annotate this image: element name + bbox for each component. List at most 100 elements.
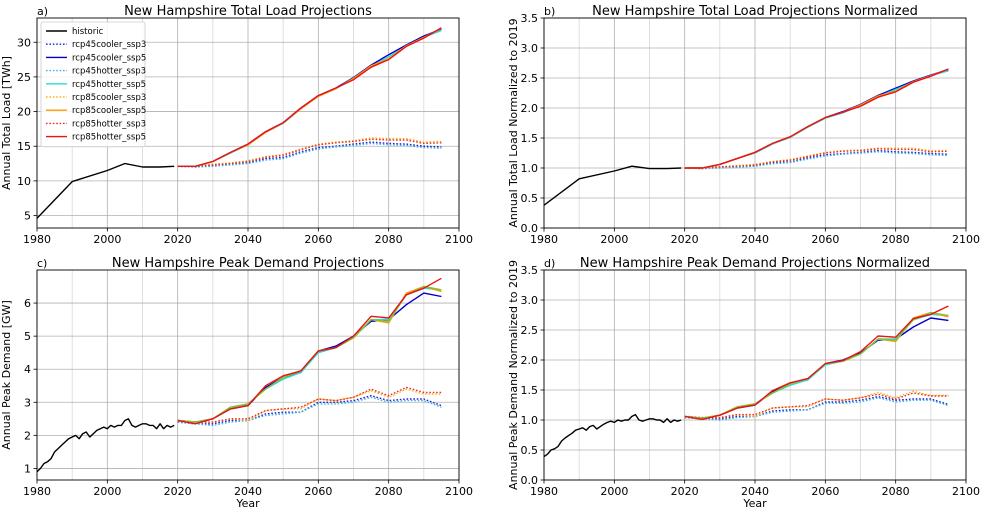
series-line-rcp45hotter_ssp3 — [177, 142, 442, 168]
series-line-rcp85hotter_ssp5 — [684, 305, 949, 421]
legend-label: rcp85cooler_ssp3 — [72, 93, 146, 103]
legend-item-historic: historic — [46, 27, 104, 37]
y-tick-label: 20 — [17, 106, 31, 119]
y-tick-label: 1 — [24, 462, 31, 475]
y-tick-label: 3 — [24, 396, 31, 409]
series-group — [37, 27, 442, 219]
y-tick-label: 10 — [17, 175, 31, 188]
series-line-rcp45hotter_ssp3 — [684, 397, 949, 421]
series-line-historic — [544, 165, 682, 206]
panel-title: New Hampshire Peak Demand Projections — [112, 256, 385, 271]
y-tick-label: 1.5 — [521, 384, 539, 397]
series-line-rcp85hotter_ssp5 — [684, 68, 949, 169]
x-tick-label: 2060 — [811, 233, 839, 246]
series-line-rcp85hotter_ssp5 — [177, 27, 442, 168]
y-tick-label: 25 — [17, 71, 31, 84]
legend-label: rcp45cooler_ssp3 — [72, 40, 146, 50]
x-tick-label: 2000 — [600, 485, 628, 498]
legend-item-rcp85hotter_ssp3: rcp85hotter_ssp3 — [46, 119, 146, 129]
y-tick-label: 1.0 — [521, 162, 539, 175]
y-tick-label: 0.0 — [521, 222, 539, 235]
series-line-rcp45cooler_ssp3 — [177, 395, 442, 425]
series-group — [37, 277, 442, 473]
legend-item-rcp85cooler_ssp5: rcp85cooler_ssp5 — [46, 106, 146, 116]
x-tick-label: 2080 — [882, 485, 910, 498]
legend-item-rcp85cooler_ssp3: rcp85cooler_ssp3 — [46, 93, 146, 103]
series-line-rcp45cooler_ssp5 — [684, 317, 949, 419]
legend: historic rcp45cooler_ssp3 rcp45cooler_ssp5… — [40, 21, 146, 148]
legend-label: rcp45hotter_ssp3 — [72, 67, 146, 77]
y-tick-label: 2.0 — [521, 102, 539, 115]
x-tick-label: 2020 — [671, 485, 699, 498]
panel-title: New Hampshire Peak Demand Projections No… — [580, 256, 930, 271]
x-tick-label: 2000 — [93, 233, 121, 246]
panel-letter: b) — [544, 5, 555, 18]
y-tick-label: 0.0 — [521, 474, 539, 487]
panel-c: 1980 2000 2020 2040 2060 2080 2100 1 2 3 4 5 6 New Ha… — [0, 256, 473, 510]
y-axis-label: Annual Total Load [TWh] — [0, 56, 13, 190]
grid-lines — [543, 269, 967, 481]
y-tick-label: 2.0 — [521, 354, 539, 367]
series-line-rcp85hotter_ssp3 — [177, 386, 442, 423]
series-line-historic — [544, 413, 682, 458]
panel-letter: d) — [544, 257, 555, 270]
series-line-rcp45hotter_ssp3 — [684, 151, 949, 170]
y-tick-label: 0.5 — [521, 444, 539, 457]
x-tick-label: 2040 — [741, 485, 769, 498]
y-axis-label: Annual Total Load Normalized to 2019 — [507, 18, 520, 227]
grid-lines — [543, 17, 967, 229]
x-tick-label: 2020 — [164, 233, 192, 246]
x-tick-label: 1980 — [23, 485, 51, 498]
y-tick-label: 4 — [24, 363, 31, 376]
x-tick-label: 2100 — [445, 233, 473, 246]
grid-lines — [36, 270, 460, 480]
legend-label: historic — [72, 27, 104, 37]
x-tick-label: 2040 — [234, 485, 262, 498]
series-line-rcp45cooler_ssp3 — [177, 141, 442, 168]
y-tick-label: 1.0 — [521, 414, 539, 427]
x-tick-label: 1980 — [23, 233, 51, 246]
series-line-rcp85hotter_ssp3 — [684, 392, 949, 419]
x-tick-label: 2040 — [234, 233, 262, 246]
panel-b: 1980 2000 2020 2040 2060 2080 2100 0.0 0.5 1.0 1.5… — [507, 4, 980, 246]
y-tick-label: 2.5 — [521, 324, 539, 337]
series-line-rcp45cooler_ssp3 — [684, 395, 949, 420]
x-tick-label: 2000 — [93, 485, 121, 498]
x-tick-label: 2060 — [811, 485, 839, 498]
series-line-rcp85cooler_ssp5_peak — [177, 285, 442, 423]
x-tick-label: 2080 — [882, 233, 910, 246]
x-tick-label: 2100 — [952, 485, 980, 498]
legend-item-rcp45cooler_ssp3: rcp45cooler_ssp3 — [46, 40, 146, 50]
x-tick-label: 2000 — [600, 233, 628, 246]
panel-d: 1980 2000 2020 2040 2060 2080 2100 0.0 0.5 1.0 1.5… — [507, 256, 980, 510]
y-tick-label: 1.5 — [521, 132, 539, 145]
series-line-rcp85cooler_ssp3 — [177, 388, 442, 423]
y-tick-label: 5 — [24, 210, 31, 223]
series-line-historic — [37, 162, 175, 219]
y-tick-label: 0.5 — [521, 192, 539, 205]
x-tick-label: 2080 — [375, 233, 403, 246]
y-axis-label: Annual Peak Demand Normalized to 2019 — [507, 260, 520, 490]
panel-title: New Hampshire Total Load Projections Nor… — [592, 4, 918, 19]
legend-label: rcp85cooler_ssp5 — [72, 106, 146, 116]
x-tick-label: 2060 — [304, 485, 332, 498]
panel-title: New Hampshire Total Load Projections — [124, 4, 372, 19]
legend-label: rcp85hotter_ssp3 — [72, 119, 146, 129]
x-axis-label: Year — [742, 497, 767, 510]
series-line-historic — [37, 418, 175, 473]
series-line-rcp85cooler_ssp5 — [177, 285, 442, 423]
y-tick-label: 2.5 — [521, 72, 539, 85]
x-tick-label: 1980 — [530, 233, 558, 246]
legend-item-rcp45cooler_ssp5: rcp45cooler_ssp5 — [46, 53, 146, 63]
panel-letter: c) — [37, 257, 47, 270]
x-tick-label: 1980 — [530, 485, 558, 498]
x-tick-label: 2020 — [164, 485, 192, 498]
legend-item-rcp45hotter_ssp3: rcp45hotter_ssp3 — [46, 67, 146, 77]
series-line-rcp85hotter_ssp3 — [177, 138, 442, 168]
x-tick-label: 2080 — [375, 485, 403, 498]
y-tick-label: 3.0 — [521, 42, 539, 55]
legend-item-rcp45hotter_ssp5: rcp45hotter_ssp5 — [46, 80, 146, 90]
x-tick-label: 2100 — [952, 233, 980, 246]
y-tick-label: 6 — [24, 297, 31, 310]
series-line-rcp45hotter_ssp3 — [177, 396, 442, 427]
